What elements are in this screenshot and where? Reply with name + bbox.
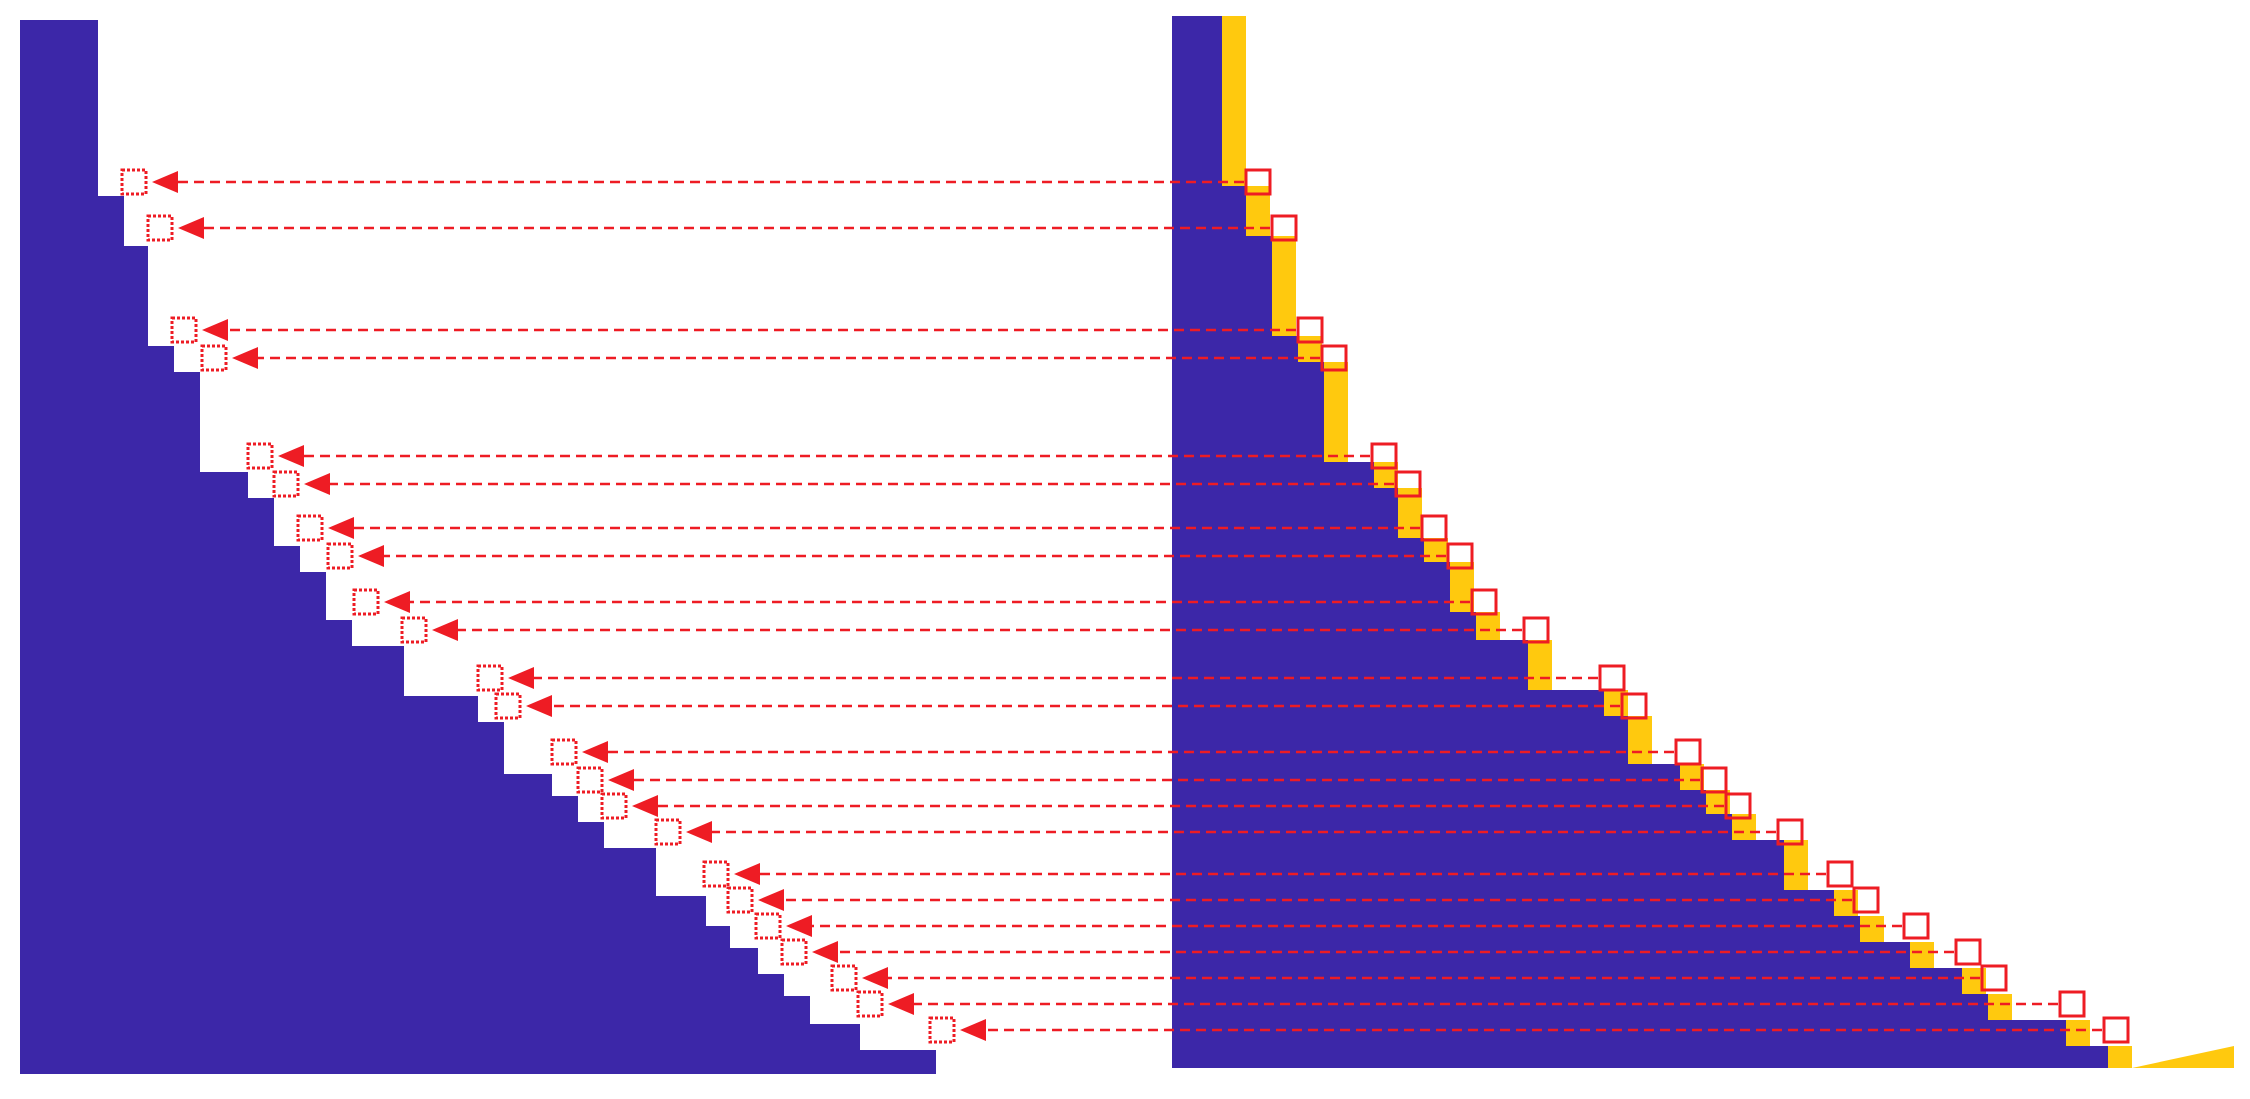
left-step-marker	[246, 442, 274, 470]
connector-arrowhead	[734, 863, 760, 885]
right-step-marker	[2058, 990, 2086, 1018]
left-step-marker	[576, 766, 604, 794]
left-step-marker	[928, 1016, 956, 1044]
connector-arrowhead	[758, 889, 784, 911]
connector-arrowhead	[508, 667, 534, 689]
left-step-marker	[352, 588, 380, 616]
right-step-marker	[1296, 316, 1324, 344]
connector-arrowhead	[328, 517, 354, 539]
right-highlight-band	[1222, 16, 2234, 1068]
connector-arrowhead	[384, 591, 410, 613]
connector-arrowhead	[152, 171, 178, 193]
right-step-marker	[1902, 912, 1930, 940]
right-step-marker	[1598, 664, 1626, 692]
right-step-marker	[1420, 514, 1448, 542]
connector-arrowhead	[178, 217, 204, 239]
connector-arrowhead	[608, 769, 634, 791]
right-step-marker	[1446, 542, 1474, 570]
right-step-marker	[1470, 588, 1498, 616]
left-step-marker	[780, 938, 808, 966]
connector-arrowhead	[432, 619, 458, 641]
right-step-marker	[1724, 792, 1752, 820]
connector-arrowhead	[812, 941, 838, 963]
left-staircase-panel	[20, 20, 986, 1074]
left-step-marker	[476, 664, 504, 692]
right-step-marker	[1244, 168, 1272, 196]
left-step-marker	[754, 912, 782, 940]
right-step-marker	[1320, 344, 1348, 372]
left-step-marker	[120, 168, 148, 196]
connector-arrowhead	[862, 967, 888, 989]
left-step-marker	[170, 316, 198, 344]
right-step-marker	[1826, 860, 1854, 888]
right-step-marker	[1852, 886, 1880, 914]
connector-arrowhead	[202, 319, 228, 341]
right-step-marker	[1674, 738, 1702, 766]
connector-arrowhead	[632, 795, 658, 817]
connector-arrowhead	[960, 1019, 986, 1041]
left-step-marker	[146, 214, 174, 242]
left-step-marker	[400, 616, 428, 644]
left-step-marker	[726, 886, 754, 914]
left-step-marker	[200, 344, 228, 372]
connector-arrowhead	[582, 741, 608, 763]
right-step-marker	[1700, 766, 1728, 794]
connector-arrowhead	[888, 993, 914, 1015]
left-step-marker	[830, 964, 858, 992]
left-step-marker	[296, 514, 324, 542]
left-staircase-shape	[20, 20, 986, 1074]
connector-arrowhead	[304, 473, 330, 495]
right-step-marker	[1776, 818, 1804, 846]
left-step-marker	[550, 738, 578, 766]
right-step-marker	[1394, 470, 1422, 498]
connector-arrowhead	[278, 445, 304, 467]
left-step-marker	[654, 818, 682, 846]
right-step-marker	[1270, 214, 1298, 242]
right-step-marker	[1370, 442, 1398, 470]
connector-arrowhead	[232, 347, 258, 369]
right-step-marker	[2102, 1016, 2130, 1044]
right-step-marker	[1980, 964, 2008, 992]
connector-arrowhead	[686, 821, 712, 843]
connector-arrowhead	[358, 545, 384, 567]
connector-arrows	[152, 171, 2102, 1041]
right-step-marker	[1954, 938, 1982, 966]
left-step-marker	[702, 860, 730, 888]
left-step-marker	[600, 792, 628, 820]
right-staircase-panel	[1172, 16, 2234, 1068]
left-step-marker	[856, 990, 884, 1018]
connector-arrowhead	[786, 915, 812, 937]
right-step-marker	[1620, 692, 1648, 720]
left-step-marker	[326, 542, 354, 570]
right-staircase-shape	[1172, 16, 2108, 1068]
connector-arrowhead	[526, 695, 552, 717]
right-step-marker	[1522, 616, 1550, 644]
left-step-marker	[272, 470, 300, 498]
left-step-marker	[494, 692, 522, 720]
